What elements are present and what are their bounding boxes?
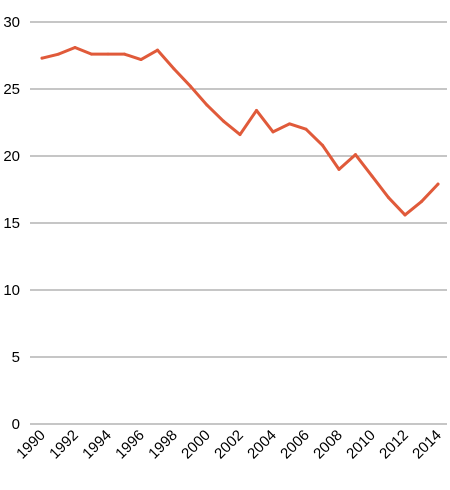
y-tick-label-15: 15 [3,215,20,232]
x-tick-label-1994: 1994 [79,427,115,463]
x-tick-label-1996: 1996 [112,427,148,463]
x-tick-label-2010: 2010 [343,427,379,463]
data-point-1990 [40,56,44,60]
series-line-0 [40,45,440,217]
x-tick-label-2000: 2000 [178,427,214,463]
data-point-1993 [90,52,93,56]
data-point-2000 [205,103,209,107]
data-point-1995 [123,52,126,56]
x-axis-tick-labels: 1990199219941996199820002002200420062008… [13,427,445,463]
data-point-2002 [238,133,242,137]
y-tick-label-0: 0 [12,416,20,433]
x-tick-label-2014: 2014 [409,427,445,463]
data-point-1998 [172,67,176,71]
data-point-1994 [106,52,110,56]
data-point-2013 [420,200,423,204]
y-tick-label-20: 20 [3,148,20,165]
data-point-2006 [304,127,308,131]
y-tick-label-30: 30 [3,14,20,31]
y-tick-label-5: 5 [12,349,20,366]
data-point-2004 [271,130,275,134]
x-tick-label-2008: 2008 [310,427,346,463]
y-axis-tick-labels: 0 5 10 15 20 25 30 [3,14,20,433]
grid-lines [30,21,447,425]
data-point-2001 [222,119,225,123]
data-point-1999 [189,84,192,88]
data-point-1996 [139,58,143,62]
series-group [40,45,440,217]
x-tick-label-1992: 1992 [46,427,82,463]
data-point-2008 [337,167,341,171]
data-point-2009 [354,153,357,157]
x-tick-label-2004: 2004 [244,427,280,463]
data-point-2010 [370,174,374,178]
x-tick-label-2006: 2006 [277,427,313,463]
data-point-1992 [73,45,77,49]
data-point-1997 [156,48,159,52]
data-point-2014 [436,182,440,186]
data-point-2005 [288,122,291,126]
data-point-2012 [403,213,407,217]
x-tick-label-2012: 2012 [376,427,412,463]
x-tick-label-1998: 1998 [145,427,181,463]
data-point-1991 [57,52,60,56]
x-tick-label-2002: 2002 [211,427,247,463]
data-point-2007 [321,143,324,147]
data-point-2011 [387,196,390,200]
data-point-2003 [255,108,258,112]
y-tick-label-10: 10 [3,282,20,299]
y-tick-label-25: 25 [3,81,20,98]
